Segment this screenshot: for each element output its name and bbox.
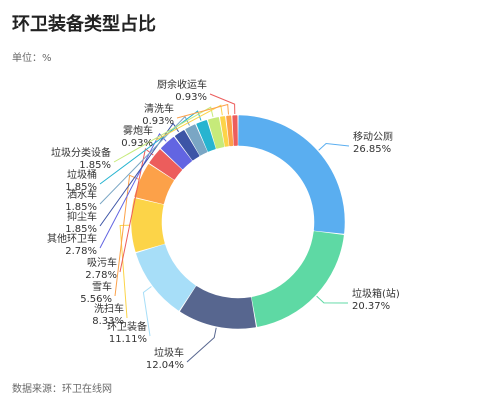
leader-line xyxy=(209,93,236,115)
slice-value-label: 1.85% xyxy=(65,202,97,213)
slice-name-label: 垃圾车 xyxy=(154,346,184,359)
chart-title: 环卫装备类型占比 xyxy=(12,14,156,35)
donut-slice xyxy=(251,231,344,327)
slice-name-label: 厨余收运车 xyxy=(157,78,207,91)
donut-slice xyxy=(174,130,200,161)
leader-line xyxy=(155,104,223,141)
leader-line xyxy=(186,327,217,363)
slice-value-label: 0.93% xyxy=(175,92,207,103)
slice-value-label: 1.85% xyxy=(79,160,111,171)
donut-slice xyxy=(196,120,216,152)
donut-slice xyxy=(208,117,225,149)
slice-name-label: 雾炮车 xyxy=(123,124,153,137)
slice-name-label: 垃圾桶 xyxy=(67,168,97,181)
slice-value-label: 8.33% xyxy=(92,316,124,327)
donut-slice xyxy=(185,124,208,156)
data-source: 数据来源：环卫在线网 xyxy=(12,384,112,395)
donut-slice xyxy=(136,244,196,311)
slice-value-label: 26.85% xyxy=(353,144,391,155)
slice-name-label: 抑尘车 xyxy=(67,210,97,223)
slice-name-label: 洗扫车 xyxy=(94,302,124,315)
slice-name-label: 清洗车 xyxy=(144,102,174,115)
donut-slice xyxy=(220,116,229,147)
slice-value-label: 1.85% xyxy=(65,182,97,193)
leader-line xyxy=(99,110,202,185)
donut-slice xyxy=(161,137,192,170)
slice-value-label: 5.56% xyxy=(80,294,112,305)
leader-line xyxy=(114,174,139,297)
leader-line xyxy=(318,142,350,151)
donut-slice xyxy=(226,115,234,147)
leader-line xyxy=(119,224,131,319)
leader-line xyxy=(119,148,154,273)
slice-value-label: 0.93% xyxy=(142,116,174,127)
donut-slice xyxy=(180,286,256,329)
leader-line xyxy=(176,103,229,119)
donut-slices xyxy=(131,115,345,329)
slice-name-label: 洒水车 xyxy=(67,188,97,201)
slice-value-label: 20.37% xyxy=(352,301,390,312)
leader-line xyxy=(316,295,349,304)
slice-name-label: 其他环卫车 xyxy=(47,232,97,245)
donut-slice xyxy=(134,164,174,205)
donut-slice xyxy=(238,115,345,234)
slice-value-label: 0.93% xyxy=(121,138,153,149)
donut-slice xyxy=(131,198,165,252)
slice-name-label: 移动公厕 xyxy=(353,130,393,143)
leader-line xyxy=(142,286,152,337)
slice-name-label: 环卫装备 xyxy=(107,320,147,333)
donut-slice xyxy=(149,149,183,180)
slice-name-label: 垃圾分类设备 xyxy=(51,146,111,159)
leader-line xyxy=(113,106,214,163)
label-leader-lines xyxy=(99,93,350,363)
slice-value-label: 2.78% xyxy=(85,270,117,281)
slice-name-label: 吸污车 xyxy=(87,256,117,269)
slice-value-label: 11.11% xyxy=(109,334,147,345)
slice-value-label: 12.04% xyxy=(146,360,184,371)
slice-name-label: 雪车 xyxy=(92,280,112,293)
slice-value-label: 1.85% xyxy=(65,224,97,235)
unit-label: 单位：% xyxy=(12,53,52,64)
donut-slice xyxy=(232,115,238,146)
slice-name-label: 垃圾箱(站) xyxy=(352,287,400,300)
slice-value-label: 2.78% xyxy=(65,246,97,257)
